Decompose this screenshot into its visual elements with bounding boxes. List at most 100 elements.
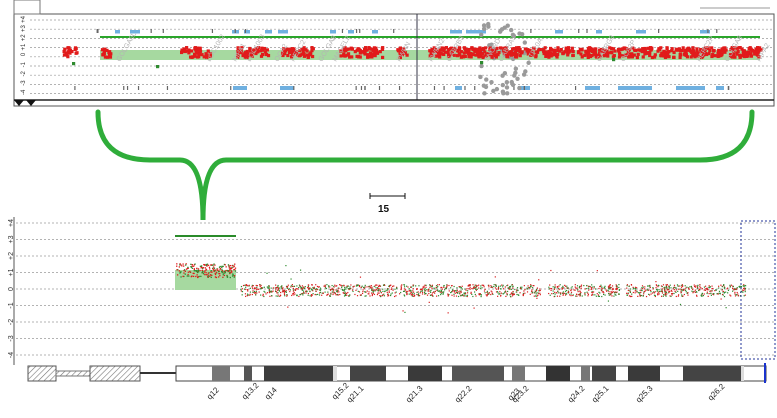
bottom-baseline-probe	[425, 286, 427, 288]
bottom-baseline-probe	[277, 292, 279, 294]
top-gain-probe	[208, 52, 213, 56]
bottom-baseline-probe	[521, 288, 523, 290]
bottom-baseline-probe	[693, 285, 696, 288]
top-gain-probe	[503, 50, 507, 54]
bottom-baseline-probe	[493, 285, 495, 288]
bottom-baseline-probe	[589, 286, 591, 288]
top-gain-probe	[758, 46, 762, 50]
bottom-baseline-probe	[539, 292, 541, 294]
bottom-baseline-probe	[434, 288, 436, 290]
top-right-arrow-icon[interactable]	[26, 100, 36, 106]
top-gain-probe	[662, 49, 666, 53]
bottom-baseline-probe	[301, 285, 304, 287]
bottom-gain-probe	[191, 264, 193, 266]
bottom-baseline-probe	[275, 289, 277, 291]
top-gain-probe	[491, 48, 495, 52]
top-gain-probe	[238, 50, 243, 54]
top-gain-probe	[609, 50, 613, 54]
bottom-y-tick-label: -2	[8, 319, 15, 325]
bottom-baseline-probe	[331, 289, 334, 291]
bottom-baseline-probe	[499, 291, 501, 293]
top-gain-probe	[740, 47, 744, 51]
bottom-baseline-probe	[378, 288, 380, 290]
bottom-baseline-probe	[576, 287, 578, 289]
top-left-arrow-icon[interactable]	[14, 100, 24, 106]
bottom-baseline-probe	[512, 292, 514, 294]
top-panel-tab[interactable]	[13, 0, 41, 15]
bottom-baseline-probe	[744, 289, 746, 291]
bottom-baseline-probe	[363, 287, 365, 290]
bottom-baseline-probe	[502, 293, 504, 295]
bottom-baseline-probe	[241, 290, 244, 293]
bottom-baseline-probe	[533, 292, 535, 294]
bottom-baseline-probe	[307, 287, 310, 289]
bottom-baseline-probe	[698, 288, 700, 290]
top-track-box	[348, 30, 354, 34]
bottom-baseline-probe	[431, 284, 434, 286]
bottom-baseline-probe	[413, 295, 415, 297]
top-gain-probe	[512, 46, 516, 51]
bottom-baseline-probe	[596, 270, 598, 272]
bottom-baseline-probe	[674, 286, 676, 288]
bottom-baseline-probe	[311, 284, 313, 286]
top-gain-probe	[241, 53, 245, 58]
top-gain-probe	[243, 55, 247, 59]
top-gain-probe	[629, 55, 634, 59]
top-y-tick-label: +4	[21, 15, 27, 23]
bottom-baseline-probe	[599, 285, 601, 288]
bottom-baseline-probe	[468, 284, 470, 286]
bottom-baseline-probe	[279, 295, 281, 298]
bottom-gain-probe	[210, 264, 212, 266]
top-gain-probe	[755, 49, 759, 53]
bottom-selection-box[interactable]	[740, 220, 776, 360]
bottom-baseline-probe	[412, 293, 414, 296]
bottom-baseline-probe	[536, 287, 539, 289]
bottom-baseline-probe	[310, 295, 313, 297]
top-gain-probe	[641, 47, 645, 51]
bottom-baseline-probe	[257, 288, 259, 290]
bottom-baseline-probe	[587, 293, 590, 296]
bottom-baseline-probe	[561, 287, 563, 289]
top-low-probe	[612, 58, 616, 62]
top-gain-probe	[236, 53, 240, 58]
bottom-baseline-probe	[691, 288, 694, 290]
bottom-baseline-probe	[358, 291, 361, 293]
bottom-baseline-probe	[697, 287, 699, 290]
top-gray-probe	[522, 40, 528, 45]
top-gain-probe	[527, 51, 532, 55]
bottom-baseline-probe	[739, 285, 741, 287]
top-probe-tick	[530, 29, 532, 33]
bottom-baseline-probe	[473, 286, 475, 288]
top-gain-probe	[282, 52, 286, 56]
bottom-baseline-probe	[522, 294, 524, 297]
bottom-baseline-probe	[455, 290, 457, 292]
bottom-baseline-probe	[594, 294, 596, 296]
bottom-baseline-probe	[463, 293, 465, 295]
bottom-gain-probe	[191, 267, 194, 269]
top-gain-probe	[625, 53, 629, 57]
bottom-baseline-probe	[729, 286, 731, 288]
bottom-baseline-probe	[324, 284, 326, 286]
bottom-baseline-probe	[361, 285, 363, 287]
bottom-baseline-probe	[583, 284, 585, 287]
bottom-baseline-probe	[529, 293, 531, 295]
bottom-baseline-probe	[341, 286, 343, 289]
top-probe-tick	[162, 29, 164, 33]
bottom-baseline-probe	[639, 292, 641, 294]
top-gain-probe	[363, 52, 367, 56]
top-gain-probe	[705, 46, 709, 50]
top-gain-probe	[353, 50, 357, 54]
bottom-baseline-probe	[696, 291, 698, 293]
bottom-baseline-probe	[292, 292, 294, 295]
top-gain-probe	[485, 53, 489, 57]
top-gain-probe	[678, 55, 682, 60]
top-gain-probe	[514, 46, 519, 50]
top-gain-probe	[544, 54, 548, 59]
bottom-gain-probe	[205, 272, 207, 274]
bottom-gain-probe	[180, 264, 182, 266]
bottom-baseline-probe	[564, 294, 567, 296]
bottom-baseline-probe	[692, 291, 694, 293]
bottom-baseline-probe	[613, 291, 615, 294]
bottom-baseline-probe	[604, 285, 606, 287]
bottom-baseline-probe	[601, 289, 603, 291]
